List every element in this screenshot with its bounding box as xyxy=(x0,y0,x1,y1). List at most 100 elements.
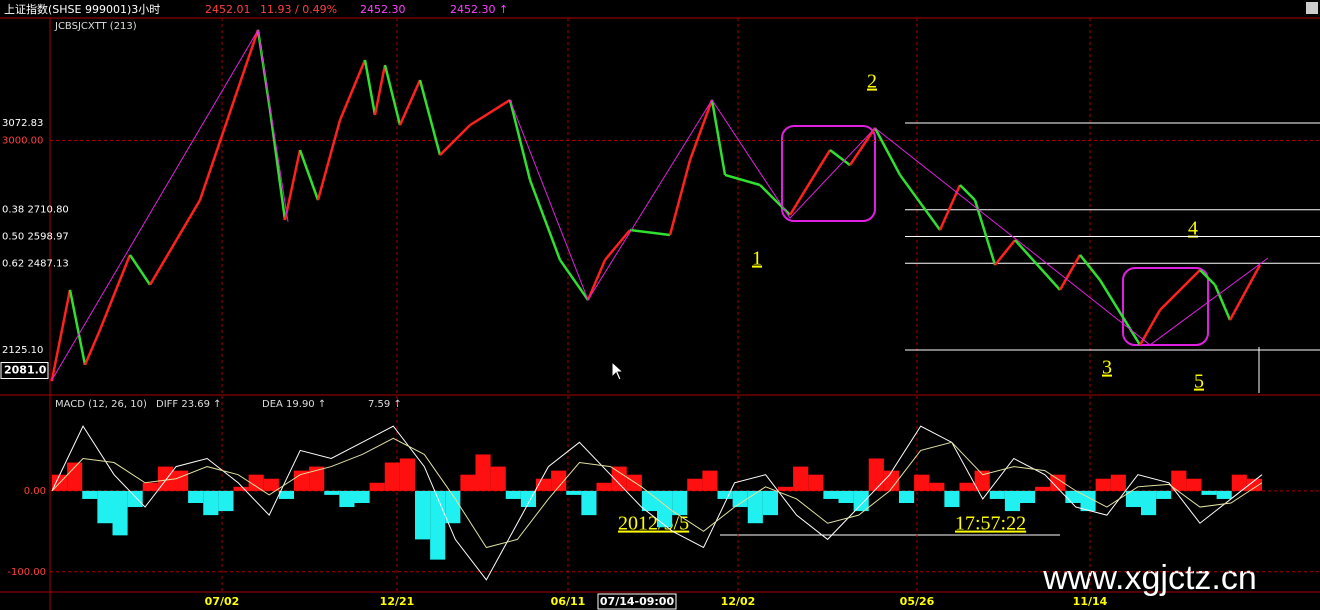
macd-bar xyxy=(430,490,446,560)
price-segment xyxy=(469,98,511,127)
price-segment xyxy=(873,127,902,176)
price-segment xyxy=(398,79,422,126)
macd-bar xyxy=(384,462,400,491)
macd-bar xyxy=(248,474,264,491)
y-tick-label: 0.00 xyxy=(24,486,46,497)
diff-label: DIFF 23.69 ↑ xyxy=(156,399,222,410)
macd-bar xyxy=(838,490,854,503)
macd-bar xyxy=(218,490,234,512)
price-segment xyxy=(1014,239,1061,291)
highlight-box xyxy=(1122,267,1209,346)
macd-bar xyxy=(505,490,521,499)
scroll-button[interactable] xyxy=(1306,2,1318,14)
macd-bar xyxy=(460,474,476,491)
macd-bar xyxy=(1231,474,1247,491)
macd-bar xyxy=(717,490,733,499)
macd-bar xyxy=(142,482,158,491)
price-segment xyxy=(383,64,402,126)
macd-bar xyxy=(1080,490,1096,512)
price-segment xyxy=(198,29,260,201)
price-segment xyxy=(668,159,692,236)
price-marker-label: 2081.0 xyxy=(4,364,47,377)
cursor-label: 07/14-09:00 xyxy=(600,595,675,608)
annotation: 4 xyxy=(1188,218,1198,240)
macd-bar xyxy=(354,490,370,503)
macd-bar xyxy=(520,490,536,508)
change: 11.93 / 0.49% xyxy=(260,3,337,16)
y-tick-label: 0.38 2710.80 xyxy=(2,205,69,216)
dea-label: DEA 19.90 ↑ xyxy=(262,399,326,410)
macd-bar xyxy=(1201,490,1217,495)
macd-bar xyxy=(596,482,612,491)
macd-bar xyxy=(778,486,794,491)
macd-bar xyxy=(173,470,189,491)
macd-bar xyxy=(490,466,506,491)
macd-bar xyxy=(611,466,627,491)
y-tick-label: 0.62 2487.13 xyxy=(2,258,69,269)
macd-bar xyxy=(1095,478,1111,491)
macd-bar xyxy=(1141,490,1157,516)
y-tick-label: 3072.83 xyxy=(2,118,43,129)
price-segment xyxy=(959,184,976,201)
y-tick-label: 3000.00 xyxy=(2,135,43,146)
price-segment xyxy=(586,259,607,301)
macd-bar xyxy=(278,490,294,499)
price-marker-box xyxy=(0,362,49,380)
price-segment xyxy=(316,119,342,201)
dea-line xyxy=(51,437,1263,549)
time-text: 17:57:22 xyxy=(955,513,1026,535)
macd-bar xyxy=(672,490,688,516)
macd-bar xyxy=(657,490,673,528)
price-segment xyxy=(848,127,877,166)
price-segment xyxy=(508,99,532,181)
x-tick-label: 12/21 xyxy=(380,595,415,608)
macd-bar xyxy=(793,466,809,491)
price: 2452.01 xyxy=(205,3,251,16)
macd-bar xyxy=(1050,474,1066,491)
macd-bar xyxy=(868,458,884,491)
mouse-cursor xyxy=(611,360,625,381)
price-segment xyxy=(1228,264,1262,321)
y-tick-label: 0.50 2598.97 xyxy=(2,231,69,242)
price-segment xyxy=(938,184,962,231)
price-segment xyxy=(1079,254,1101,281)
macd-bar xyxy=(1065,490,1081,503)
macd-bar xyxy=(944,490,960,508)
price-segment xyxy=(439,124,471,156)
macd-bar xyxy=(1035,486,1051,491)
price-segment xyxy=(724,173,761,187)
macd-bar xyxy=(1216,490,1232,499)
x-tick-label: 06/11 xyxy=(551,595,586,608)
macd-bar xyxy=(324,490,340,495)
diff-line xyxy=(51,425,1263,581)
macd-bar xyxy=(309,466,325,491)
macd-bar xyxy=(883,470,899,491)
macd-bar xyxy=(1020,490,1036,503)
price-segment xyxy=(50,289,72,381)
macd-bar xyxy=(641,490,657,512)
x-tick-label: 12/02 xyxy=(721,595,756,608)
macd-bar xyxy=(959,482,975,491)
price-segment xyxy=(298,149,320,201)
annotation: 3 xyxy=(1102,357,1112,379)
price-segment xyxy=(148,199,202,286)
highlight-box xyxy=(781,125,876,222)
macd-bar xyxy=(294,470,310,491)
macd-bar xyxy=(263,478,279,491)
macd-title: MACD (12, 26, 10) xyxy=(55,399,147,410)
cursor-box xyxy=(597,593,677,610)
price-segment xyxy=(68,289,87,366)
price-segment xyxy=(528,179,562,261)
price-segment xyxy=(1213,284,1232,321)
price-segment xyxy=(604,229,631,261)
price-segment xyxy=(788,149,832,216)
macd-bar xyxy=(445,490,461,524)
x-tick-label: 05/26 xyxy=(900,595,935,608)
macd-bar xyxy=(808,474,824,491)
price-segment xyxy=(1159,269,1201,311)
macd-bar xyxy=(1156,490,1172,499)
price-segment xyxy=(829,149,851,167)
macd-bar xyxy=(853,490,869,512)
price-segment xyxy=(1058,254,1082,291)
